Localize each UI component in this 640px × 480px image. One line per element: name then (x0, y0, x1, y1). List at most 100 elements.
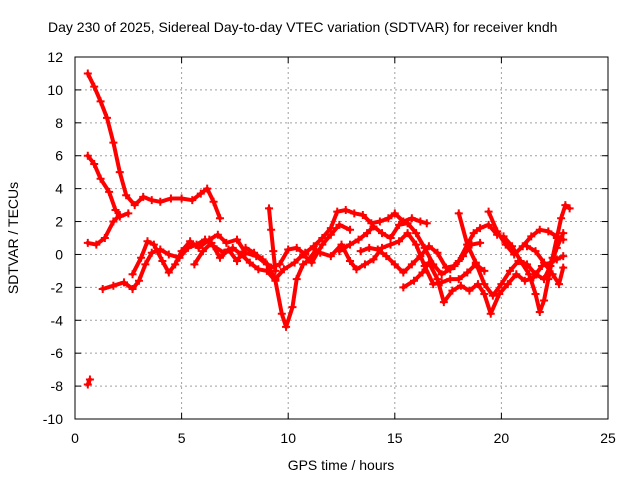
data-point (384, 214, 393, 223)
data-point (279, 265, 288, 274)
y-tick-label: 0 (55, 246, 63, 262)
data-point (137, 253, 146, 262)
series-arc-4 (83, 375, 94, 389)
data-point (373, 245, 382, 254)
data-point (409, 276, 418, 285)
data-point (326, 252, 335, 261)
data-point (471, 258, 480, 267)
data-point (454, 209, 463, 218)
data-point (469, 229, 478, 238)
data-point (508, 242, 517, 251)
x-axis-label: GPS time / hours (288, 457, 395, 473)
data-point (271, 266, 280, 275)
y-tick-label: -10 (43, 411, 63, 427)
data-point (557, 214, 566, 223)
data-point (416, 217, 425, 226)
data-point (241, 243, 250, 252)
data-point (486, 309, 495, 318)
x-tick-label: 15 (387, 430, 403, 446)
data-point (156, 197, 165, 206)
data-point (441, 263, 450, 272)
data-point (143, 237, 152, 246)
data-point (346, 240, 355, 249)
data-point (177, 194, 186, 203)
data-point (258, 255, 267, 264)
data-point (271, 275, 280, 284)
data-point (292, 275, 301, 284)
data-point (105, 187, 114, 196)
series-arc-17 (522, 242, 568, 289)
data-point (228, 243, 237, 252)
data-point (480, 289, 489, 298)
data-point (166, 194, 175, 203)
data-point (213, 230, 222, 239)
data-point (390, 209, 399, 218)
data-point (96, 174, 105, 183)
grid (75, 57, 608, 419)
series-line (337, 221, 500, 277)
data-point (465, 286, 474, 295)
data-point (207, 238, 216, 247)
data-point (416, 252, 425, 261)
y-tick-label: 8 (55, 115, 63, 131)
data-point (267, 225, 276, 234)
data-point (141, 260, 150, 269)
series-arc-6 (128, 220, 355, 284)
data-point (115, 168, 124, 177)
data-point (307, 258, 316, 267)
series-line (267, 206, 278, 273)
data-point (454, 275, 463, 284)
data-point (552, 234, 561, 242)
data-point (111, 206, 120, 215)
y-tick-label: 2 (55, 214, 63, 230)
data-point (540, 258, 549, 267)
data-point (463, 268, 472, 277)
data-point (448, 286, 457, 295)
data-point (493, 227, 502, 236)
data-point (158, 257, 167, 266)
y-tick-label: 12 (47, 49, 63, 65)
data-point (288, 303, 297, 312)
data-point (128, 285, 137, 294)
data-point (433, 275, 442, 284)
data-point (418, 268, 427, 277)
data-point (269, 247, 278, 256)
data-point (277, 309, 286, 318)
plot-series (83, 69, 574, 389)
data-point (365, 243, 374, 252)
data-point (254, 265, 263, 274)
data-point (109, 138, 118, 147)
data-point (326, 224, 335, 233)
data-point (209, 197, 218, 206)
data-point (83, 238, 92, 247)
data-point (424, 242, 433, 251)
data-point (309, 242, 318, 251)
data-point (190, 260, 199, 269)
data-point (407, 214, 416, 223)
data-point (186, 237, 195, 246)
data-point (109, 281, 118, 290)
data-point (335, 220, 344, 229)
data-point (318, 234, 327, 242)
data-point (429, 280, 438, 289)
data-point (83, 380, 92, 389)
series-arc-12 (356, 238, 485, 277)
data-point (194, 243, 203, 252)
data-point (284, 245, 293, 254)
data-point (544, 227, 553, 236)
data-point (390, 260, 399, 269)
series-arc-7 (190, 238, 310, 272)
data-point (497, 280, 506, 289)
data-point (463, 240, 472, 249)
data-point (352, 265, 361, 274)
data-point (299, 260, 308, 269)
data-point (403, 229, 412, 238)
data-point (369, 222, 378, 231)
data-point (412, 240, 421, 249)
y-tick-label: -4 (51, 312, 64, 328)
data-point (516, 257, 525, 266)
data-point (424, 258, 433, 267)
data-point (531, 289, 540, 298)
data-point (233, 235, 242, 244)
